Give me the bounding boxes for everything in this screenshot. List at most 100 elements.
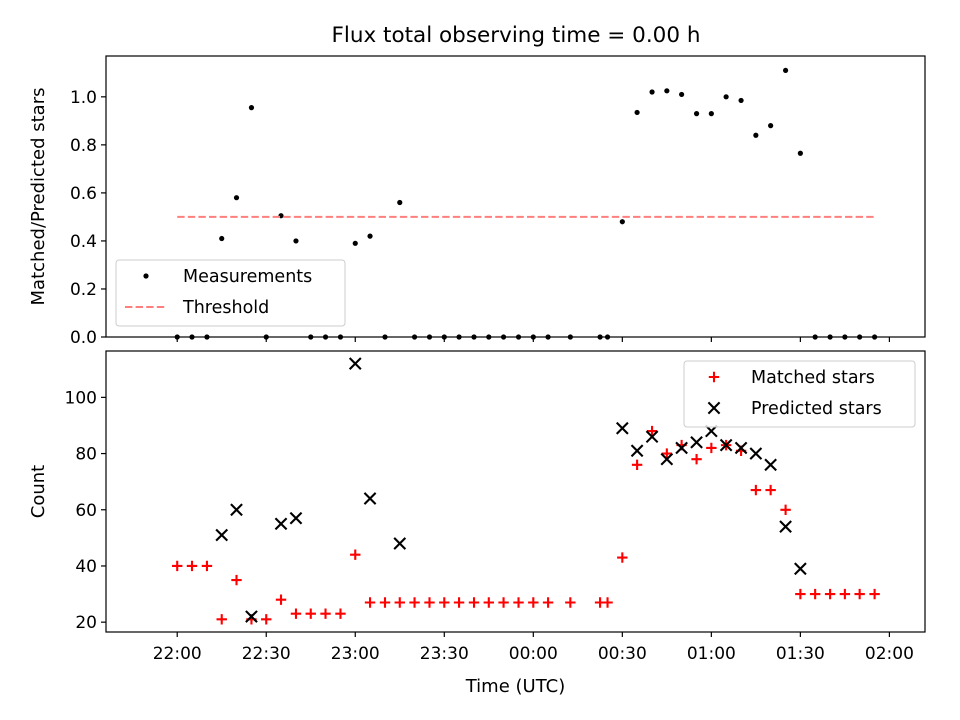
ratio-y-tick-label: 1.0 xyxy=(70,88,97,108)
measurements-point xyxy=(397,199,403,206)
ratio-legend: Measurements Threshold xyxy=(115,259,346,327)
ratio-y-tick-label: 0.4 xyxy=(70,232,97,252)
matched-stars-point xyxy=(528,597,539,608)
measurements-point xyxy=(248,105,255,111)
measurements-point xyxy=(768,123,774,129)
predicted-stars-point xyxy=(630,444,644,458)
matched-stars-point xyxy=(602,597,613,608)
measurements-legend-swatch xyxy=(143,273,149,279)
matched-stars-point xyxy=(750,484,762,496)
measurements-point xyxy=(649,89,655,95)
measurements-point xyxy=(797,150,803,156)
matched-stars-point xyxy=(216,614,227,625)
matched-stars-point xyxy=(809,588,821,600)
count-legend-box xyxy=(683,360,916,428)
matched-stars-point xyxy=(290,608,302,619)
ratio-y-tick-label: 0.2 xyxy=(70,280,97,300)
count-y-tick-label: 100 xyxy=(65,388,97,408)
matched-stars-point xyxy=(765,484,776,496)
ratio-legend-box xyxy=(115,259,346,327)
predicted-stars-point xyxy=(363,492,377,505)
count-x-tick-label: 01:30 xyxy=(776,644,825,664)
predicted-stars-point xyxy=(348,357,362,370)
threshold-legend-label: Threshold xyxy=(182,298,269,318)
predicted-stars-point xyxy=(230,503,243,517)
measurements-point xyxy=(219,235,225,242)
chart-title: Flux total observing time = 0.00 h xyxy=(332,23,701,48)
predicted-stars-point xyxy=(779,520,792,533)
measurements-point xyxy=(693,111,700,117)
ratio-panel-axes: 0.0 0.2 0.4 0.6 0.8 1.0 xyxy=(70,55,926,348)
measurements-point xyxy=(233,195,240,201)
predicted-stars-point xyxy=(289,511,303,525)
matched-stars-point xyxy=(172,560,183,572)
matched-stars-point xyxy=(513,597,524,608)
matched-stars-point xyxy=(439,597,450,608)
matched-stars-point xyxy=(542,597,554,608)
predicted-stars-point xyxy=(719,438,733,452)
count-panel: 20 40 60 80 100 22:00 22:30 23:00 23:30 00:00 00:3… xyxy=(28,350,926,697)
measurements-point xyxy=(753,132,759,138)
count-x-tick-label: 02:00 xyxy=(865,644,914,664)
count-y-tick-label: 80 xyxy=(75,445,97,465)
count-x-tick-label: 22:30 xyxy=(242,644,291,664)
count-panel-axes: 20 40 60 80 100 22:00 22:30 23:00 23:30 00:00 00:3… xyxy=(65,350,926,664)
matched-stars-point xyxy=(468,597,480,608)
matched-stars-point xyxy=(275,594,287,605)
predicted-stars-legend-label: Predicted stars xyxy=(751,399,882,419)
matched-stars-point xyxy=(795,588,806,600)
predicted-stars-point xyxy=(734,441,748,455)
matched-stars-point xyxy=(631,459,643,471)
count-y-tick-label: 60 xyxy=(75,501,97,521)
matched-stars-point xyxy=(839,588,851,600)
predicted-stars-point xyxy=(274,517,288,531)
count-x-tick-label: 23:00 xyxy=(331,644,380,664)
matched-stars-point xyxy=(335,608,346,619)
count-y-tick-label: 20 xyxy=(75,613,97,633)
predicted-stars-point xyxy=(794,562,807,576)
count-x-tick-label: 00:30 xyxy=(598,644,647,664)
measurements-point xyxy=(634,109,640,116)
matched-stars-point xyxy=(261,614,272,625)
matched-stars-legend-swatch xyxy=(708,371,720,383)
predicted-stars-point xyxy=(749,447,763,460)
predicted-stars-point xyxy=(393,537,407,550)
measurements-point xyxy=(367,233,373,239)
matched-stars-point xyxy=(646,425,658,437)
ratio-y-tick-label: 0.6 xyxy=(70,184,97,204)
matched-stars-legend-label: Matched stars xyxy=(751,368,875,388)
count-axes-frame xyxy=(105,350,926,633)
count-x-tick-label: 22:00 xyxy=(153,644,202,664)
measurements-point xyxy=(708,111,714,117)
predicted-stars-point xyxy=(660,452,674,466)
predicted-stars-point xyxy=(690,435,703,449)
matched-stars-point xyxy=(320,608,331,619)
count-x-tick-label: 00:00 xyxy=(509,644,558,664)
measurements-point xyxy=(352,240,358,246)
matched-stars-point xyxy=(483,597,494,608)
matched-stars-point xyxy=(305,608,316,619)
predicted-stars-legend-swatch xyxy=(707,401,721,415)
measurements-point xyxy=(293,238,299,244)
matched-stars-point xyxy=(201,560,213,572)
count-y-tick-label: 40 xyxy=(75,557,97,577)
ratio-axes-frame xyxy=(105,55,926,338)
measurements-point xyxy=(782,67,789,74)
count-panel-data xyxy=(172,357,880,625)
measurements-point xyxy=(723,94,729,100)
count-x-tick-label: 23:30 xyxy=(420,644,469,664)
matched-stars-point xyxy=(350,549,361,560)
matched-stars-point xyxy=(706,442,717,454)
ratio-y-axis-label: Matched/Predicted stars xyxy=(28,88,49,306)
ratio-panel: 0.0 0.2 0.4 0.6 0.8 1.0 Matched/Predicted sta… xyxy=(28,55,926,348)
predicted-stars-point xyxy=(645,430,659,444)
count-y-axis-label: Count xyxy=(28,465,49,518)
matched-stars-point xyxy=(364,597,376,608)
matched-stars-point xyxy=(780,504,791,515)
measurements-point xyxy=(738,97,744,104)
matched-stars-point xyxy=(854,588,865,600)
predicted-stars-point xyxy=(764,458,777,472)
matched-stars-point xyxy=(453,597,465,608)
matched-stars-point xyxy=(691,453,702,465)
